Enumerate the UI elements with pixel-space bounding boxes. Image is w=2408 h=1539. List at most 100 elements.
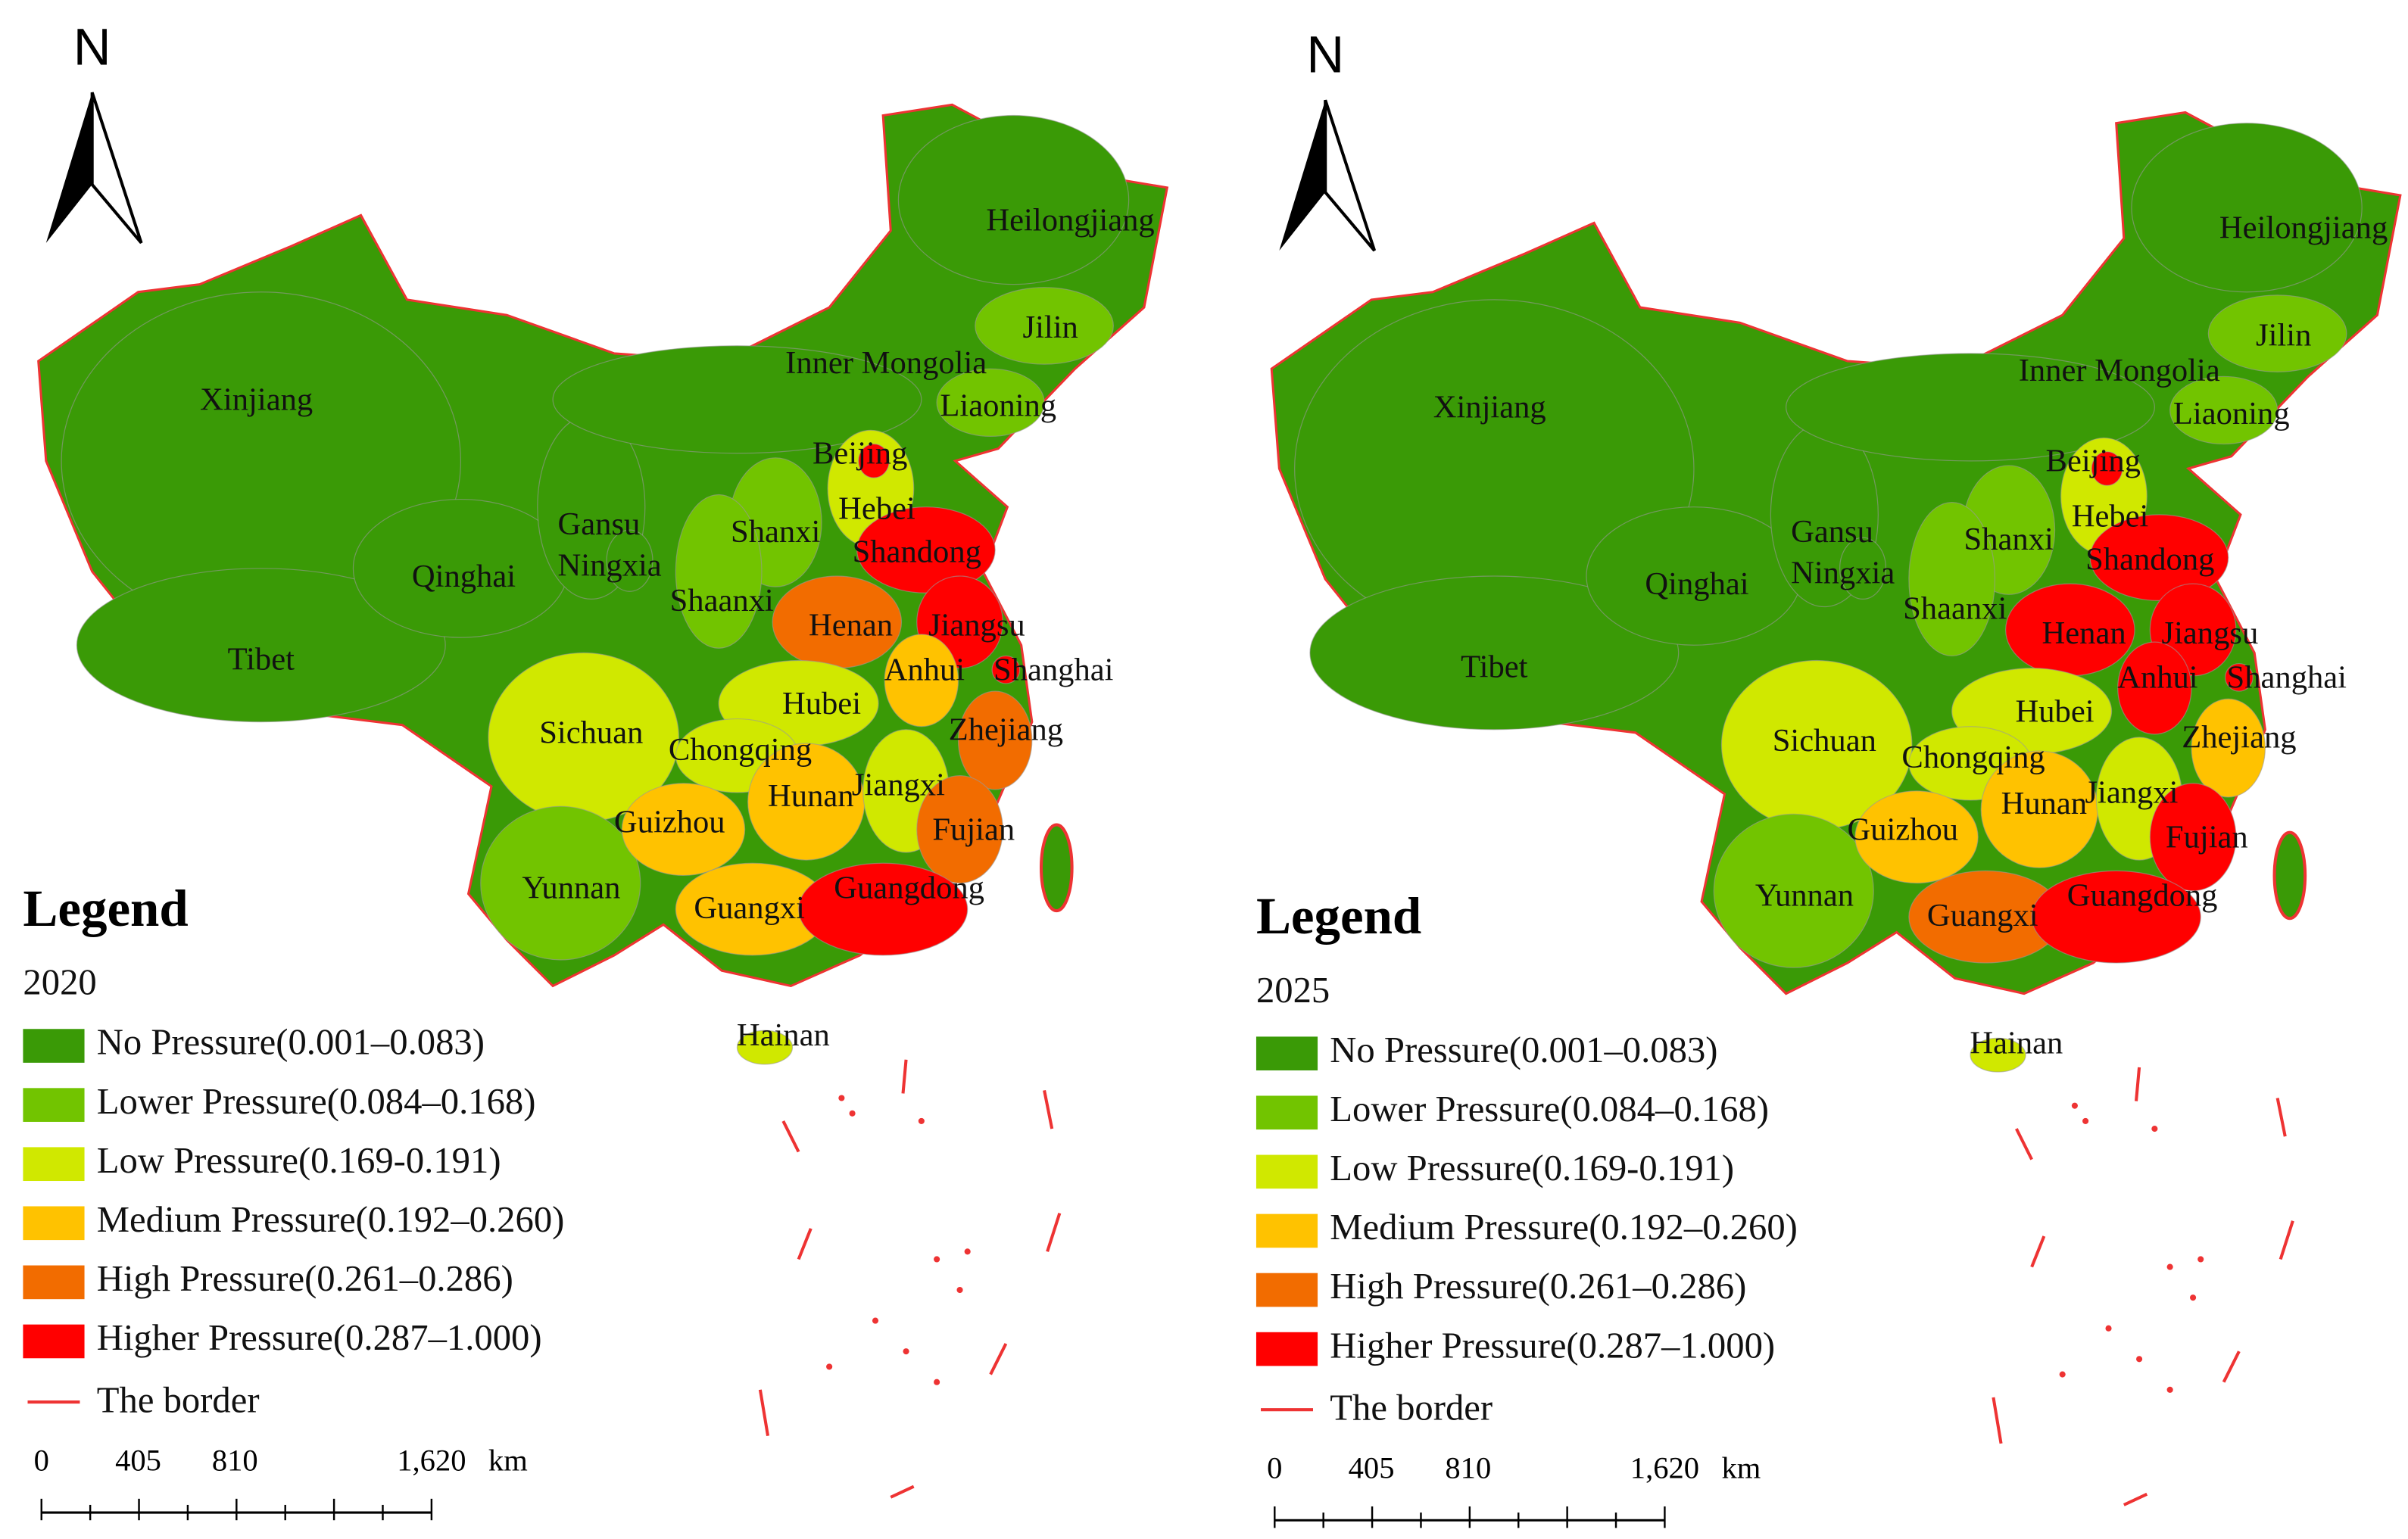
scale-unit: km xyxy=(488,1443,528,1477)
legend-year: 2025 xyxy=(1256,970,1330,1011)
border-segment xyxy=(2275,1098,2287,1137)
island xyxy=(1039,823,1074,913)
island-dot xyxy=(838,1095,845,1101)
province-label: Guangdong xyxy=(834,870,984,905)
province-label: Guangxi xyxy=(1927,898,2038,933)
island-dot xyxy=(2071,1102,2078,1109)
legend-label: The border xyxy=(1330,1387,1493,1428)
legend-label: The border xyxy=(97,1379,260,1420)
map-panel: Xinjiang Tibet Qinghai Gansu Ningxia Inner Mo… xyxy=(1255,26,2402,1528)
province-label: Liaoning xyxy=(2173,396,2290,431)
province-label: Qinghai xyxy=(1645,566,1748,602)
province-label: Henan xyxy=(809,608,893,643)
province-label: Inner Mongolia xyxy=(2019,353,2220,388)
north-label: N xyxy=(73,18,111,76)
province-label: Liaoning xyxy=(940,388,1056,424)
province-area xyxy=(2207,294,2347,372)
legend-swatch xyxy=(23,1088,85,1122)
border-segment xyxy=(2135,1067,2141,1101)
province-label: Qinghai xyxy=(412,559,516,594)
province-label: Jiangsu xyxy=(928,608,1025,643)
legend-label: Higher Pressure(0.287–1.000) xyxy=(97,1317,542,1358)
province-label: Shandong xyxy=(2085,541,2214,577)
province-area xyxy=(1854,790,1979,884)
legend-swatch xyxy=(1255,1273,1318,1307)
north-arrow-right xyxy=(1324,99,1377,252)
province-label: Shanghai xyxy=(993,652,1114,687)
border-segment xyxy=(797,1228,813,1260)
province-label: Hainan xyxy=(1970,1025,2063,1061)
border-segment xyxy=(2030,1235,2046,1268)
province-area xyxy=(675,494,763,649)
island-dot xyxy=(934,1256,940,1263)
island-dot xyxy=(826,1363,833,1370)
border-segment xyxy=(901,1059,908,1094)
legend-swatch xyxy=(1255,1213,1318,1248)
province-area xyxy=(1786,353,2155,462)
border-segment xyxy=(758,1389,770,1437)
border-segment xyxy=(2123,1492,2148,1506)
scale-label: 0 xyxy=(1267,1451,1282,1485)
province-label: Guangxi xyxy=(694,890,805,926)
province-label: Chongqing xyxy=(669,732,812,768)
legend-label: No Pressure(0.001–0.083) xyxy=(1330,1030,1717,1070)
scale-label: 1,620 xyxy=(397,1443,466,1477)
province-label: Xinjiang xyxy=(200,382,313,418)
border-segment xyxy=(2222,1351,2241,1383)
province-area xyxy=(621,783,746,877)
island-dot xyxy=(2151,1126,2158,1132)
province-area xyxy=(858,443,890,478)
province-label: Jiangxi xyxy=(852,768,945,803)
border-segment xyxy=(989,1343,1008,1375)
province-label: Beijing xyxy=(2046,444,2141,479)
border-segment xyxy=(1043,1089,1054,1129)
province-label: Xinjiang xyxy=(1433,390,1546,425)
province-label: Gansu xyxy=(558,506,641,542)
island-dot xyxy=(872,1317,879,1324)
province-label: Hebei xyxy=(838,491,915,527)
province-label: Henan xyxy=(2042,615,2126,651)
province-label: Hunan xyxy=(768,778,854,814)
province-area xyxy=(1309,575,1680,731)
province-label: Anhui xyxy=(884,652,965,687)
province-area xyxy=(2191,698,2266,798)
island-dot xyxy=(918,1117,925,1124)
legend-swatch xyxy=(23,1206,85,1241)
province-label: Hubei xyxy=(782,686,861,721)
province-label: Sichuan xyxy=(1773,723,1876,759)
legend-swatch xyxy=(1255,1154,1318,1189)
province-area xyxy=(552,345,922,454)
north-arrow-left xyxy=(45,92,92,243)
legend-swatch xyxy=(1255,1332,1318,1366)
province-label: Hebei xyxy=(2072,499,2149,534)
province-area xyxy=(736,1030,794,1065)
legend-title: Legend xyxy=(1256,887,1421,945)
island-dot xyxy=(2166,1386,2173,1393)
legend-label: Medium Pressure(0.192–0.260) xyxy=(97,1199,565,1240)
province-label: Hainan xyxy=(737,1017,830,1053)
island-dot xyxy=(956,1286,963,1294)
island-dot xyxy=(2059,1371,2066,1378)
province-area xyxy=(1839,537,1887,600)
island xyxy=(2272,830,2307,921)
province-label: Shandong xyxy=(853,534,981,569)
province-area xyxy=(2225,662,2254,692)
province-area xyxy=(797,862,969,956)
province-area xyxy=(480,805,641,961)
border-segment xyxy=(1046,1212,1062,1252)
legend-title: Legend xyxy=(23,880,188,937)
border-segment xyxy=(1992,1397,2003,1444)
island-dot xyxy=(2105,1325,2112,1332)
scale-label: 0 xyxy=(34,1443,49,1477)
province-area xyxy=(916,775,1003,884)
scale-label: 405 xyxy=(115,1443,161,1477)
legend-swatch xyxy=(23,1265,85,1300)
province-label: Jiangsu xyxy=(2162,615,2259,651)
legend-label: High Pressure(0.261–0.286) xyxy=(1330,1266,1746,1307)
island-dot xyxy=(2166,1263,2173,1270)
legend-label: No Pressure(0.001–0.083) xyxy=(97,1022,485,1063)
province-label: Shanghai xyxy=(2227,660,2347,696)
legend-swatch xyxy=(1255,1095,1318,1130)
legend-year: 2020 xyxy=(23,962,96,1003)
legend-label: Lower Pressure(0.084–0.168) xyxy=(97,1081,536,1122)
